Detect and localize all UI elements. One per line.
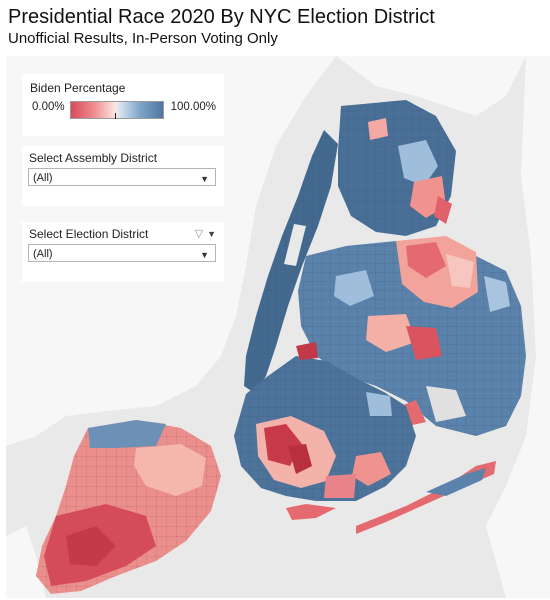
brooklyn-region[interactable]	[234, 342, 416, 501]
election-district-label: Select Election District	[29, 227, 149, 241]
assembly-district-dropdown[interactable]: (All) ▼	[28, 168, 216, 186]
breezy-point-strip[interactable]	[286, 504, 336, 520]
map-subtitle: Unofficial Results, In-Person Voting Onl…	[8, 30, 278, 47]
staten-island-region[interactable]	[36, 420, 221, 594]
map-view[interactable]	[6, 56, 550, 598]
color-legend: Biden Percentage 0.00% 100.00%	[22, 74, 224, 136]
filter-icon[interactable]: ▽	[194, 228, 204, 240]
caret-down-icon[interactable]: ▼	[207, 229, 216, 239]
assembly-district-label: Select Assembly District	[29, 151, 158, 165]
legend-max-label: 100.00%	[170, 101, 216, 113]
election-district-dropdown[interactable]: (All) ▼	[28, 244, 216, 262]
central-park	[284, 224, 306, 266]
election-district-value: (All)	[33, 248, 53, 260]
nj-lower-land	[6, 526, 46, 598]
queens-region[interactable]	[298, 236, 526, 436]
legend-title: Biden Percentage	[30, 81, 126, 95]
long-island-land	[486, 56, 550, 598]
bronx-region[interactable]	[338, 100, 456, 236]
westchester-land	[336, 56, 526, 116]
election-district-filter: Select Election District ▽ ▼ (All) ▼	[22, 222, 224, 282]
nyc-district-map[interactable]	[6, 56, 550, 598]
legend-midpoint-tick	[115, 113, 116, 119]
manhattan-region[interactable]	[244, 130, 338, 394]
chevron-down-icon[interactable]: ▼	[200, 174, 209, 184]
legend-min-label: 0.00%	[32, 101, 65, 113]
election-district-menu[interactable]: ▽ ▼	[195, 227, 216, 240]
map-title: Presidential Race 2020 By NYC Election D…	[8, 6, 435, 28]
rockaway-region[interactable]	[356, 461, 496, 534]
chevron-down-icon[interactable]: ▼	[200, 250, 209, 260]
legend-color-bar	[70, 101, 164, 119]
assembly-district-filter: Select Assembly District (All) ▼	[22, 146, 224, 206]
assembly-district-value: (All)	[33, 172, 53, 184]
